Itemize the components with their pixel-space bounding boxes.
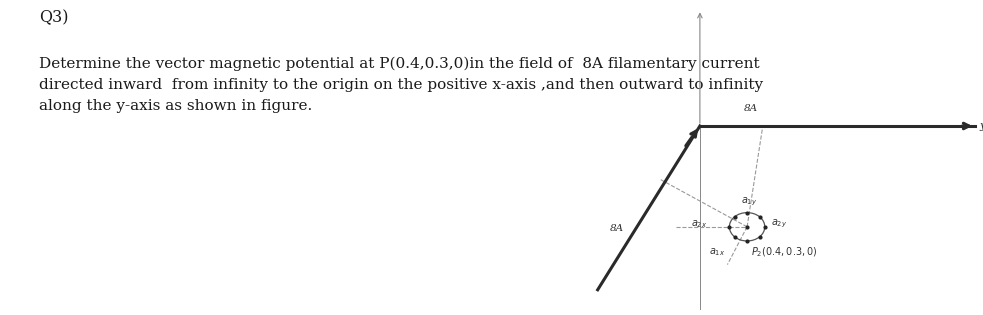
Text: 8A: 8A xyxy=(744,104,758,113)
Text: y: y xyxy=(979,121,983,131)
Text: $a_{1y}$: $a_{1y}$ xyxy=(741,196,757,208)
Text: Determine the vector magnetic potential at P(0.4,0.3,0)in the field of  8A filam: Determine the vector magnetic potential … xyxy=(39,57,764,113)
Text: $a_{2y}$: $a_{2y}$ xyxy=(771,217,787,230)
Text: $P_2(0.4, 0.3, 0)$: $P_2(0.4, 0.3, 0)$ xyxy=(751,246,818,259)
Text: 8A: 8A xyxy=(609,224,623,233)
Text: $a_{2x}$: $a_{2x}$ xyxy=(691,218,708,230)
Text: $a_{1x}$: $a_{1x}$ xyxy=(709,246,725,257)
Text: Q3): Q3) xyxy=(39,9,69,26)
